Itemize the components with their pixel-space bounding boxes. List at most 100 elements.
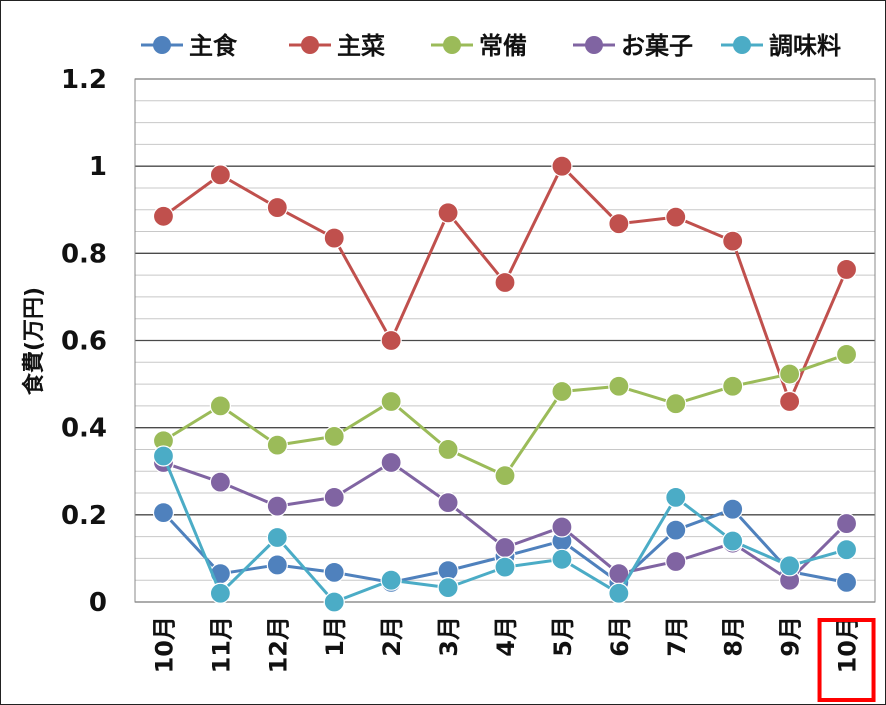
data-point xyxy=(722,530,744,552)
x-tick-label: 9月 xyxy=(777,616,805,657)
legend-marker xyxy=(585,36,603,54)
data-point xyxy=(835,539,858,561)
legend-label: お菓子 xyxy=(621,32,693,60)
data-point xyxy=(494,556,516,578)
data-point xyxy=(779,390,801,413)
x-tick-label: 8月 xyxy=(720,616,748,657)
legend-item: 主食 xyxy=(141,32,238,60)
x-tick-label: 4月 xyxy=(492,616,520,657)
data-point xyxy=(722,498,744,520)
data-point xyxy=(152,445,175,467)
data-point xyxy=(437,492,459,514)
data-point xyxy=(437,202,459,224)
x-tick-label: 7月 xyxy=(663,616,691,657)
x-tick-label: 10月 xyxy=(834,616,862,673)
series-lines xyxy=(152,155,858,613)
data-point xyxy=(494,271,516,294)
series-2 xyxy=(152,155,858,413)
legend-marker xyxy=(733,36,751,54)
data-point xyxy=(551,548,573,570)
data-point xyxy=(266,196,288,219)
data-point xyxy=(380,329,402,352)
data-point xyxy=(551,155,573,177)
data-point xyxy=(380,569,402,591)
data-point xyxy=(779,363,801,385)
data-point xyxy=(665,393,687,415)
data-point xyxy=(722,230,744,252)
data-point xyxy=(551,380,573,403)
legend-marker xyxy=(301,36,319,54)
legend-item: 調味料 xyxy=(721,32,841,60)
x-tick-label: 5月 xyxy=(549,616,577,657)
data-point xyxy=(779,555,801,577)
series-line xyxy=(162,353,848,478)
y-tick-label: 0 xyxy=(89,588,107,618)
y-tick-label: 0.6 xyxy=(61,327,107,357)
data-point xyxy=(665,206,687,228)
data-point xyxy=(323,486,345,508)
data-point xyxy=(209,395,231,417)
data-point xyxy=(437,577,459,599)
data-point xyxy=(380,390,402,413)
data-point xyxy=(266,495,288,517)
data-point xyxy=(209,582,231,604)
data-point xyxy=(152,502,175,524)
x-tick-label: 6月 xyxy=(606,616,634,657)
data-point xyxy=(835,571,858,593)
data-point xyxy=(835,343,858,366)
legend-item: 常備 xyxy=(431,32,527,60)
data-point xyxy=(209,164,231,186)
legend-item: お菓子 xyxy=(573,32,693,60)
data-point xyxy=(608,582,630,604)
data-point xyxy=(323,227,345,249)
data-point xyxy=(665,486,687,508)
data-point xyxy=(722,375,744,397)
data-point xyxy=(608,375,630,397)
y-tick-label: 0.8 xyxy=(61,239,107,269)
data-point xyxy=(437,438,459,461)
y-axis-title: 食費(万円) xyxy=(21,287,47,395)
data-point xyxy=(266,434,288,456)
data-point xyxy=(152,205,175,227)
data-point xyxy=(608,213,630,235)
series-5 xyxy=(152,445,858,613)
grid-lines xyxy=(135,78,875,603)
highlight-box xyxy=(817,618,876,702)
y-tick-label: 0.4 xyxy=(61,414,107,444)
y-tick-label: 1 xyxy=(89,152,107,182)
series-3 xyxy=(152,343,858,487)
data-point xyxy=(266,526,288,549)
data-point xyxy=(494,465,516,487)
legend-label: 主菜 xyxy=(337,32,385,60)
data-point xyxy=(665,550,687,573)
x-axis-ticks: 10月 11月 12月 1月 2月 3月 4月 5月 6月 7月 8月 9月 10月 xyxy=(150,616,861,673)
legend-label: 調味料 xyxy=(769,32,841,60)
legend-label: 常備 xyxy=(479,32,527,60)
x-tick-label: 12月 xyxy=(264,616,292,673)
data-point xyxy=(323,425,345,447)
x-tick-label: 10月 xyxy=(150,616,178,673)
data-point xyxy=(835,512,858,535)
legend-label: 主食 xyxy=(189,32,238,60)
data-point xyxy=(551,516,573,538)
data-point xyxy=(266,554,288,576)
data-point xyxy=(494,536,516,559)
x-tick-label: 2月 xyxy=(378,616,406,657)
data-point xyxy=(209,471,231,493)
x-tick-label: 11月 xyxy=(207,616,235,673)
data-point xyxy=(323,561,345,583)
legend: 主食 主菜 常備 お菓子 調味料 xyxy=(141,32,841,60)
x-tick-label: 1月 xyxy=(321,616,349,657)
x-tick-label: 3月 xyxy=(435,616,463,657)
data-point xyxy=(323,591,345,613)
data-point xyxy=(380,451,402,474)
legend-marker xyxy=(443,36,461,54)
y-tick-label: 1.2 xyxy=(61,65,107,95)
y-axis-ticks: 0 0.2 0.4 0.6 0.8 1 1.2 xyxy=(61,65,107,618)
plot-area-border xyxy=(134,78,876,603)
data-point xyxy=(665,519,687,541)
legend-item: 主菜 xyxy=(289,32,385,60)
legend-marker xyxy=(153,36,171,54)
